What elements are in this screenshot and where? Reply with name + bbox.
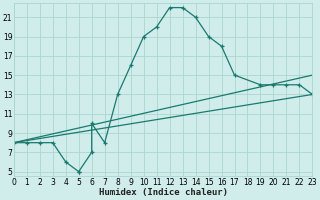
X-axis label: Humidex (Indice chaleur): Humidex (Indice chaleur) bbox=[99, 188, 228, 197]
